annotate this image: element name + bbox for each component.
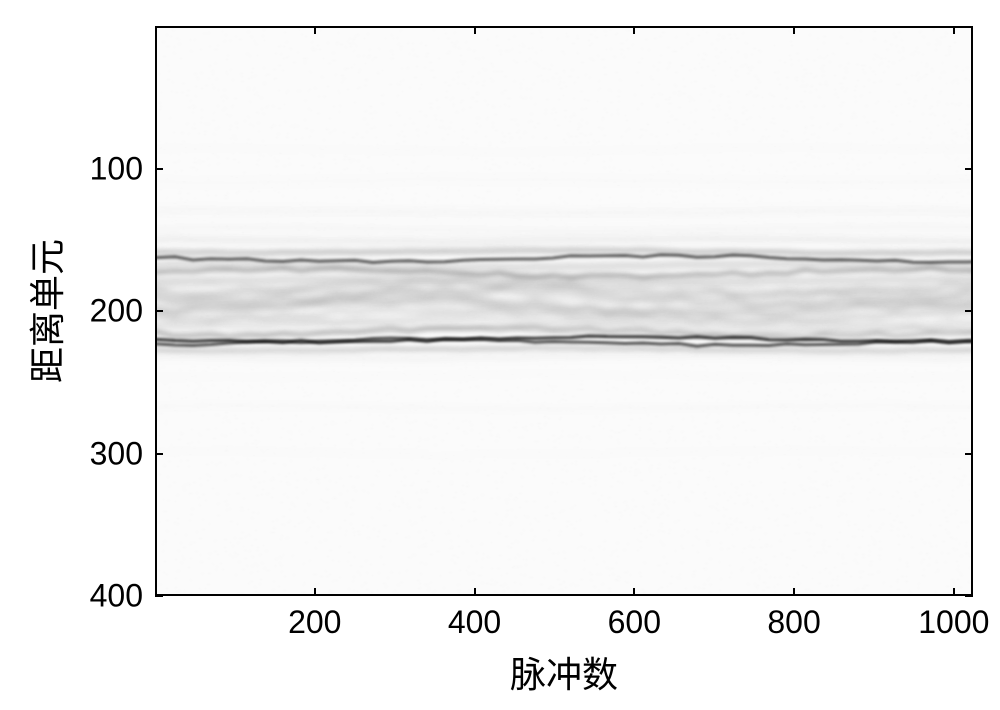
x-tick-mark: [633, 588, 635, 596]
x-tick-mark: [314, 26, 316, 34]
x-tick-mark: [953, 588, 955, 596]
x-tick-mark: [793, 26, 795, 34]
x-tick-mark: [474, 588, 476, 596]
x-tick-mark: [314, 588, 316, 596]
y-tick-label: 200: [90, 293, 143, 330]
y-tick-mark: [155, 168, 163, 170]
x-tick-mark: [793, 588, 795, 596]
y-tick-mark: [155, 453, 163, 455]
y-tick-label: 100: [90, 150, 143, 187]
y-axis-label: 距离单元: [19, 239, 71, 383]
y-tick-mark: [965, 595, 973, 597]
y-tick-mark: [155, 595, 163, 597]
x-tick-label: 1000: [918, 604, 989, 641]
x-tick-label: 400: [448, 604, 501, 641]
y-tick-mark: [965, 453, 973, 455]
x-tick-label: 800: [767, 604, 820, 641]
y-tick-label: 300: [90, 435, 143, 472]
y-tick-mark: [965, 310, 973, 312]
y-tick-label: 400: [90, 578, 143, 615]
x-tick-label: 600: [608, 604, 661, 641]
x-tick-mark: [953, 26, 955, 34]
y-tick-mark: [965, 168, 973, 170]
heatmap-canvas: [157, 28, 971, 594]
x-axis-label: 脉冲数: [510, 646, 618, 698]
x-tick-mark: [633, 26, 635, 34]
x-tick-mark: [474, 26, 476, 34]
x-tick-label: 200: [288, 604, 341, 641]
y-tick-mark: [155, 310, 163, 312]
plot-area: [155, 26, 973, 596]
figure-container: 距离单元 脉冲数 100 200 300 400 200 400 600 800 1000: [0, 0, 1000, 710]
